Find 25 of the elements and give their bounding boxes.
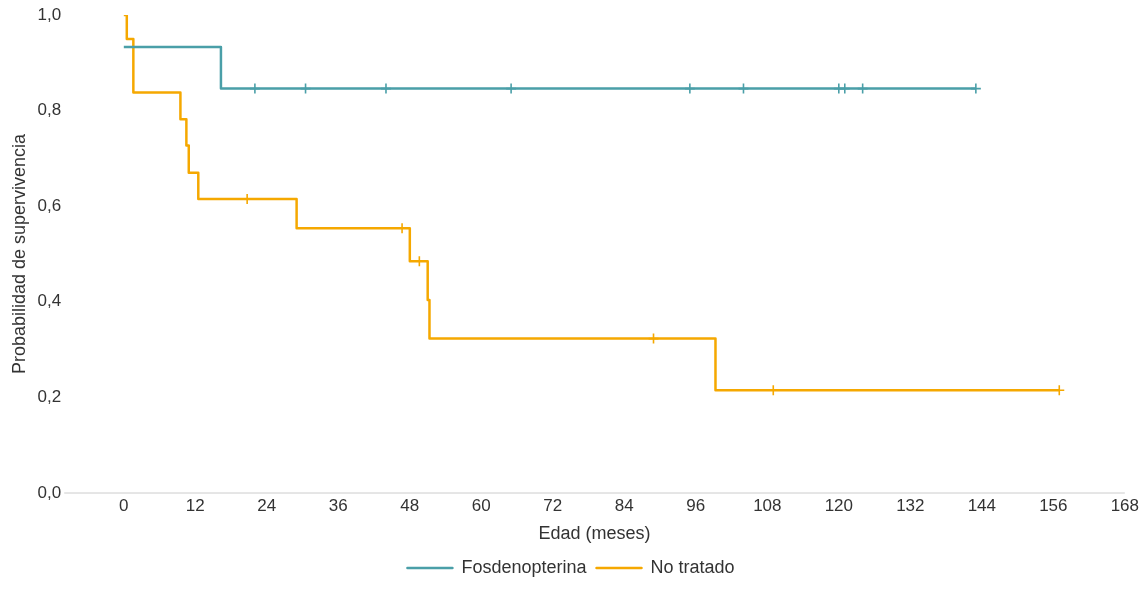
y-tick-label: 0,8 xyxy=(37,100,62,120)
y-tick-label: 0,0 xyxy=(37,482,62,502)
legend-label: Fosdenopterina xyxy=(461,556,588,577)
x-tick-label: 168 xyxy=(1110,495,1140,515)
x-tick-label: 108 xyxy=(753,495,782,515)
y-tick-label: 0,6 xyxy=(37,195,62,215)
y-axis-title: Probabilidad de supervivencia xyxy=(8,132,29,375)
x-tick-label: 132 xyxy=(896,495,925,515)
x-tick-label: 0 xyxy=(119,495,129,515)
x-tick-label: 72 xyxy=(543,495,563,515)
x-tick-label: 60 xyxy=(471,495,491,515)
y-tick-label: 0,4 xyxy=(37,291,62,311)
x-tick-label: 96 xyxy=(686,495,706,515)
y-tick-label: 0,2 xyxy=(37,387,62,407)
x-tick-label: 24 xyxy=(257,495,277,515)
x-tick-label: 144 xyxy=(967,495,997,515)
x-tick-label: 12 xyxy=(185,495,205,515)
y-tick-label: 1,0 xyxy=(37,4,62,24)
x-tick-label: 84 xyxy=(614,495,634,515)
legend-label: No tratado xyxy=(650,556,735,577)
x-tick-label: 48 xyxy=(400,495,420,515)
x-tick-label: 156 xyxy=(1039,495,1068,515)
x-axis-title: Edad (meses) xyxy=(538,523,651,544)
x-tick-label: 36 xyxy=(328,495,348,515)
x-tick-label: 120 xyxy=(824,495,853,515)
